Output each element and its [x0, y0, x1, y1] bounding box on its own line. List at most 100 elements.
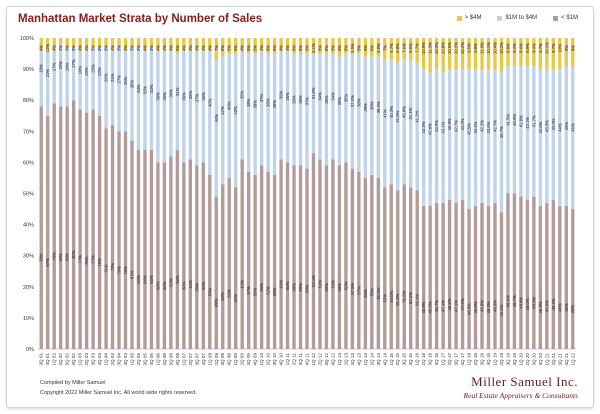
data-label: 42.7% [492, 120, 497, 132]
data-label: 36% [292, 95, 297, 104]
data-label: 5% [246, 45, 251, 51]
bar-segment-1m-to-4m [240, 50, 244, 160]
bar-segment-1m-to-4m [156, 50, 160, 163]
bar-segment-1m-to-4m [46, 50, 50, 116]
data-label: 60% [181, 281, 186, 290]
data-label: 53.0% [389, 290, 394, 302]
footer-copyright: Copyright 2022 Miller Samuel Inc. All wo… [40, 390, 197, 396]
data-label: 48.9% [531, 297, 536, 309]
bar-segment-1m-to-4m [59, 44, 63, 107]
bar-segment-over-4m [182, 38, 186, 51]
data-label: 5% [317, 45, 322, 51]
bar-segment-over-4m [409, 38, 413, 60]
data-label: 59% [194, 283, 199, 292]
data-label: 60% [285, 281, 290, 290]
y-tick-label: 50% [23, 192, 34, 198]
data-label: 38% [369, 101, 374, 110]
bar-segment-1m-to-4m [480, 69, 484, 203]
x-tick-label: 4Q 19 [512, 353, 517, 366]
x-tick-label: 1Q 11 [285, 353, 290, 366]
x-tick-label: 3Q 17 [454, 353, 459, 366]
x-tick-label: 2Q 20 [525, 353, 530, 366]
bar-segment-over-4m [402, 38, 406, 60]
data-label: 35% [188, 90, 193, 99]
x-tick-label: 4Q 01 [45, 353, 50, 366]
data-label: 5% [292, 45, 297, 51]
y-tick-label: 60% [23, 160, 34, 166]
data-label: 4% [168, 45, 173, 51]
data-label: 51.4% [395, 293, 400, 305]
data-label: 45.7% [499, 126, 504, 138]
data-label: 67% [129, 270, 134, 279]
data-label: 41.7% [531, 115, 536, 127]
bar-segment-over-4m [110, 38, 115, 51]
bar-segment-over-4m [318, 38, 322, 54]
data-label: 4% [39, 45, 44, 51]
brand-logo: Miller Samuel Inc. Real Estate Appraiser… [464, 374, 578, 400]
bar-segment-under-1m [525, 199, 530, 349]
x-tick-label: 3Q 02 [65, 353, 70, 366]
data-label: 49.6% [505, 295, 510, 307]
data-label: 4% [110, 45, 115, 51]
bar-segment-1m-to-4m [123, 50, 128, 132]
bar-segment-over-4m [370, 38, 374, 57]
bar-segment-1m-to-4m [149, 47, 154, 150]
data-label: 36% [324, 95, 329, 104]
x-tick-label: 1Q 22 [570, 353, 575, 366]
data-label: 39% [253, 100, 258, 109]
data-label: 41.8% [518, 115, 523, 127]
data-label: 19% [78, 66, 83, 75]
data-label: 37% [194, 94, 199, 103]
data-label: 60% [162, 281, 167, 290]
data-label: 55.6% [376, 287, 381, 299]
bar-segment-under-1m [350, 168, 355, 349]
bar-segment-under-1m [551, 199, 555, 349]
legend-item-1m-to-4m: $1M to $4M [497, 15, 537, 21]
data-label: 22% [97, 67, 102, 76]
data-label: 18% [39, 64, 44, 73]
bar-segment-1m-to-4m [162, 50, 167, 163]
bar-segment-over-4m [558, 38, 562, 70]
x-tick-label: 4Q 06 [175, 353, 180, 366]
bar-segment-over-4m [78, 38, 82, 51]
data-label: 60% [343, 281, 348, 290]
data-label: 3% [71, 45, 76, 51]
bar-segment-over-4m [551, 38, 555, 70]
x-tick-label: 3Q 04 [117, 353, 122, 366]
data-label: 36% [298, 95, 303, 104]
data-label: 8.4% [518, 43, 523, 53]
data-label: 42.1% [441, 121, 446, 133]
data-label: 40.8% [402, 106, 407, 118]
bar-segment-1m-to-4m [227, 53, 231, 178]
legend-swatch [497, 15, 503, 21]
y-tick-label: 10% [23, 316, 34, 322]
data-label: 21% [45, 69, 50, 78]
x-tick-label: 1Q 15 [389, 353, 394, 366]
x-tick-label: 2Q 08 [214, 353, 219, 366]
data-label: 6% [369, 45, 374, 51]
x-tick-label: 4Q 09 [253, 353, 258, 366]
data-label: 45.8% [473, 301, 478, 313]
data-label: 3% [117, 45, 122, 51]
data-label: 71% [104, 264, 109, 273]
data-label: 80% [71, 250, 76, 259]
bar-segment-1m-to-4m [337, 56, 342, 166]
data-label: 4% [240, 45, 245, 51]
data-label: 4% [142, 45, 147, 51]
data-label: 4% [279, 45, 284, 51]
bar-segment-1m-to-4m [564, 65, 568, 206]
bar-segment-over-4m [208, 38, 212, 51]
bar-segment-over-4m [175, 38, 180, 54]
data-label: 47.1% [441, 300, 446, 312]
data-label: 5.8% [376, 43, 381, 53]
bar-segment-1m-to-4m [512, 65, 517, 194]
bar-segment-over-4m [201, 38, 205, 51]
bar-segment-over-4m [506, 38, 510, 66]
data-label: 31% [175, 87, 180, 96]
data-label: 33% [149, 84, 154, 93]
data-label: 5% [356, 45, 361, 51]
x-tick-label: 2Q 11 [292, 353, 297, 366]
bar-segment-over-4m [84, 38, 89, 51]
data-label: 43.3% [544, 120, 549, 132]
x-tick-label: 3Q 09 [246, 353, 251, 366]
